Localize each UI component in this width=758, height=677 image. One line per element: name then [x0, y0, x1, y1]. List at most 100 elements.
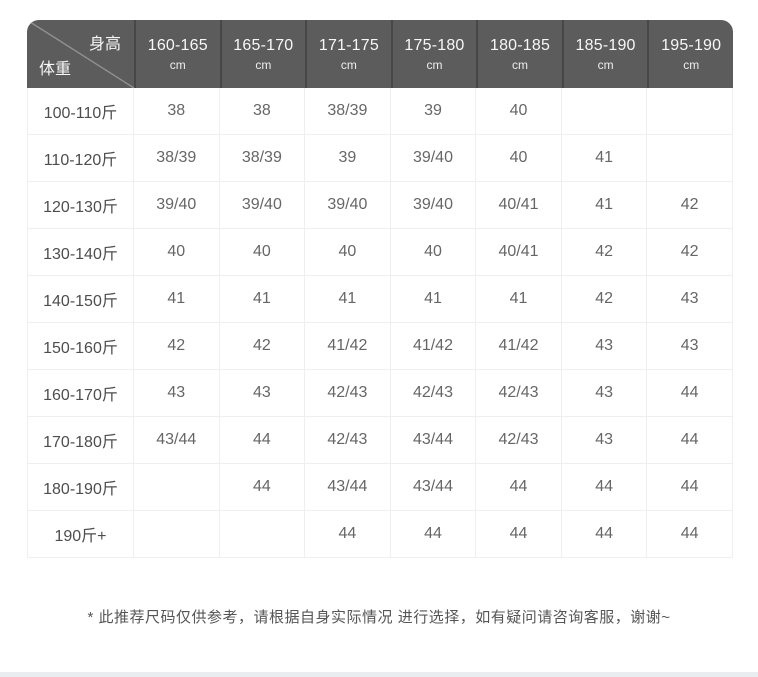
column-header: 171-175 cm: [305, 20, 391, 88]
size-cell: 38/39: [305, 88, 391, 135]
column-header: 185-190 cm: [561, 20, 648, 88]
size-cell: 40: [476, 88, 562, 135]
size-cell: 44: [647, 511, 733, 558]
height-unit-label: cm: [340, 58, 357, 72]
size-cell: 42/43: [305, 370, 391, 417]
size-cell: 40: [390, 229, 477, 276]
size-cell: 43/44: [134, 417, 220, 464]
size-cell: 41/42: [476, 323, 562, 370]
size-cell: 41: [134, 276, 220, 323]
size-cell: 41: [561, 135, 648, 182]
size-cell: 39/40: [390, 135, 477, 182]
size-cell: 40: [305, 229, 391, 276]
size-cell: 43/44: [390, 417, 477, 464]
table-row: 160-170斤 43 43 42/43 42/43 42/43 43 44: [27, 370, 733, 417]
size-cell: 39/40: [305, 182, 391, 229]
size-cell: 38: [219, 88, 306, 135]
row-axis-label: 体重: [39, 61, 72, 78]
size-cell: 43: [561, 417, 648, 464]
table-row: 170-180斤 43/44 44 42/43 43/44 42/43 43 44: [27, 417, 733, 464]
size-cell: 42/43: [390, 370, 477, 417]
size-cell: 44: [390, 511, 477, 558]
size-cell: 41/42: [390, 323, 477, 370]
table-row: 190斤+ 44 44 44 44 44: [27, 511, 733, 558]
size-cell: 38: [134, 88, 220, 135]
weight-row-label: 100-110斤: [27, 88, 134, 135]
height-unit-label: cm: [597, 58, 614, 72]
table-row: 110-120斤 38/39 38/39 39 39/40 40 41: [27, 135, 733, 182]
weight-row-label: 170-180斤: [27, 417, 134, 464]
table-body: 100-110斤 38 38 38/39 39 40 110-120斤 38/39 38/39 3…: [27, 88, 733, 558]
size-cell: 39: [305, 135, 391, 182]
height-range-label: 160-165: [147, 37, 208, 54]
size-cell: 38/39: [219, 135, 306, 182]
table-row: 140-150斤 41 41 41 41 41 42 43: [27, 276, 733, 323]
height-range-label: 171-175: [318, 37, 379, 54]
disclaimer-note: * 此推荐尺码仅供参考，请根据自身实际情况 进行选择，如有疑问请咨询客服，谢谢~: [87, 609, 671, 626]
size-cell: [134, 511, 220, 558]
height-unit-label: cm: [169, 58, 186, 72]
size-cell: 44: [476, 464, 562, 511]
size-cell: 42: [561, 229, 648, 276]
size-cell: 44: [305, 511, 391, 558]
size-cell: 43: [561, 323, 648, 370]
size-cell: [561, 88, 648, 135]
height-range-label: 175-180: [404, 37, 465, 54]
height-unit-label: cm: [426, 58, 443, 72]
size-cell: 42/43: [476, 370, 562, 417]
size-cell: 43: [134, 370, 220, 417]
weight-row-label: 160-170斤: [27, 370, 134, 417]
column-header: 160-165 cm: [134, 20, 220, 88]
height-unit-label: cm: [512, 58, 529, 72]
size-cell: 42/43: [476, 417, 562, 464]
size-cell: 41: [305, 276, 391, 323]
size-cell: 44: [647, 370, 733, 417]
size-cell: 41/42: [305, 323, 391, 370]
weight-row-label: 180-190斤: [27, 464, 134, 511]
column-header: 195-190 cm: [647, 20, 733, 88]
size-cell: 44: [647, 417, 733, 464]
size-cell: 39: [390, 88, 477, 135]
size-cell: [134, 464, 220, 511]
size-cell: 41: [390, 276, 477, 323]
height-range-label: 185-190: [575, 37, 636, 54]
weight-row-label: 190斤+: [27, 511, 134, 558]
table-row: 180-190斤 44 43/44 43/44 44 44 44: [27, 464, 733, 511]
size-cell: 42: [647, 229, 733, 276]
size-cell: 43/44: [305, 464, 391, 511]
size-cell: 44: [219, 464, 306, 511]
size-cell: 41: [476, 276, 562, 323]
header-row: 身高 体重 160-165 cm 165-170 cm 171-175 cm 175-180…: [27, 20, 733, 88]
size-chart-table: 身高 体重 160-165 cm 165-170 cm 171-175 cm 175-180…: [27, 20, 733, 558]
column-header: 180-185 cm: [476, 20, 562, 88]
size-cell: 39/40: [390, 182, 477, 229]
table-row: 150-160斤 42 42 41/42 41/42 41/42 43 43: [27, 323, 733, 370]
size-cell: 40/41: [476, 182, 562, 229]
size-cell: 41: [561, 182, 648, 229]
height-range-label: 180-185: [489, 37, 551, 54]
size-cell: 44: [647, 464, 733, 511]
size-cell: 42: [134, 323, 220, 370]
bottom-strip: [0, 672, 758, 677]
table-header: 身高 体重 160-165 cm 165-170 cm 171-175 cm 175-180…: [27, 20, 733, 88]
size-cell: 41: [219, 276, 306, 323]
size-cell: 44: [219, 417, 306, 464]
weight-row-label: 150-160斤: [27, 323, 134, 370]
height-unit-label: cm: [683, 58, 700, 72]
corner-header-cell: 身高 体重: [27, 20, 134, 88]
diagonal-divider-line: [27, 20, 134, 88]
size-cell: 40: [134, 229, 220, 276]
table-row: 100-110斤 38 38 38/39 39 40: [27, 88, 733, 135]
size-cell: 40: [219, 229, 306, 276]
size-cell: 44: [476, 511, 562, 558]
size-cell: [647, 135, 733, 182]
weight-row-label: 140-150斤: [27, 276, 134, 323]
size-cell: 43: [219, 370, 306, 417]
column-axis-label: 身高: [88, 36, 121, 53]
size-cell: 43/44: [390, 464, 477, 511]
size-cell: 42: [561, 276, 648, 323]
size-cell: 42: [647, 182, 733, 229]
column-header: 175-180 cm: [390, 20, 477, 88]
size-cell: 44: [561, 464, 648, 511]
size-cell: 43: [647, 323, 733, 370]
